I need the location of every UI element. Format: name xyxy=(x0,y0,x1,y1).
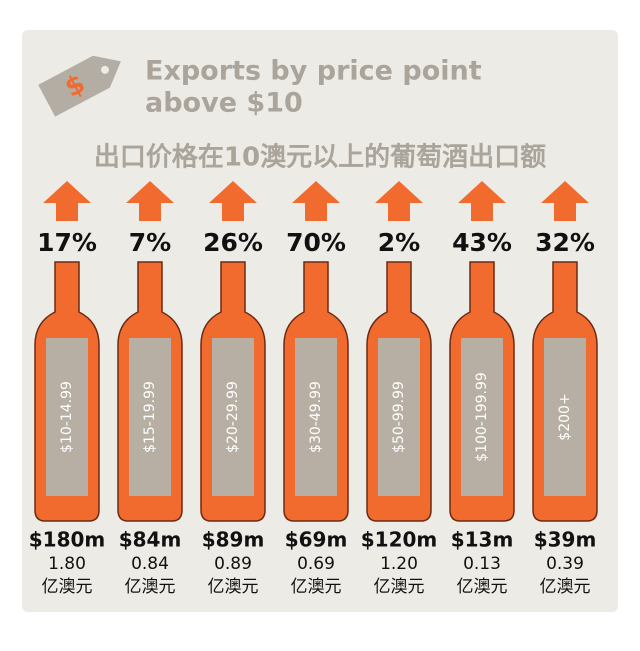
price-range: $15-19.99 xyxy=(142,381,158,453)
export-amount-cn: 1.20 xyxy=(380,554,418,574)
price-range: $20-29.99 xyxy=(225,381,241,453)
bottle-label xyxy=(544,338,586,496)
price-range: $30-49.99 xyxy=(308,381,324,453)
export-amount-cn: 0.13 xyxy=(463,554,501,574)
bottle-label xyxy=(129,338,171,496)
unit-cn: 亿澳元 xyxy=(291,577,342,597)
export-amount-cn: 0.39 xyxy=(546,554,584,574)
export-amount-cn: 0.89 xyxy=(214,554,252,574)
export-amount-cn: 0.84 xyxy=(131,554,169,574)
export-amount: $39m xyxy=(534,528,597,552)
unit-cn: 亿澳元 xyxy=(42,577,93,597)
title: Exports by price point xyxy=(145,56,482,87)
arrow xyxy=(126,181,174,221)
arrow xyxy=(541,181,589,221)
unit-cn: 亿澳元 xyxy=(208,577,259,597)
export-amount: $180m xyxy=(29,528,106,552)
export-amount: $13m xyxy=(451,528,514,552)
export-amount: $69m xyxy=(285,528,348,552)
subtitle-cn: 出口价格在10澳元以上的葡萄酒出口额 xyxy=(94,142,546,173)
arrow xyxy=(43,181,91,221)
percent-change: 70% xyxy=(286,228,346,257)
percent-change: 2% xyxy=(378,228,420,257)
bottle-label xyxy=(378,338,420,496)
export-amount: $89m xyxy=(202,528,265,552)
price-range: $100-199.99 xyxy=(474,372,490,462)
export-amount: $84m xyxy=(119,528,182,552)
percent-change: 26% xyxy=(203,228,263,257)
arrow xyxy=(458,181,506,221)
price-range: $10-14.99 xyxy=(59,381,75,453)
price-range: $50-99.99 xyxy=(391,381,407,453)
export-amount-cn: 1.80 xyxy=(48,554,86,574)
title: above $10 xyxy=(145,88,303,119)
arrow xyxy=(209,181,257,221)
bottle-label xyxy=(461,338,503,496)
export-amount-cn: 0.69 xyxy=(297,554,335,574)
price-range: $200+ xyxy=(557,393,573,440)
price-tag-icon: $ xyxy=(38,55,121,117)
bottle-label xyxy=(212,338,254,496)
unit-cn: 亿澳元 xyxy=(374,577,425,597)
percent-change: 32% xyxy=(535,228,595,257)
arrow xyxy=(375,181,423,221)
percent-change: 17% xyxy=(37,228,97,257)
export-amount: $120m xyxy=(361,528,438,552)
percent-change: 43% xyxy=(452,228,512,257)
bottle-label xyxy=(46,338,88,496)
percent-change: 7% xyxy=(129,228,171,257)
unit-cn: 亿澳元 xyxy=(125,577,176,597)
arrow xyxy=(292,181,340,221)
unit-cn: 亿澳元 xyxy=(540,577,591,597)
bottle-label xyxy=(295,338,337,496)
unit-cn: 亿澳元 xyxy=(457,577,508,597)
